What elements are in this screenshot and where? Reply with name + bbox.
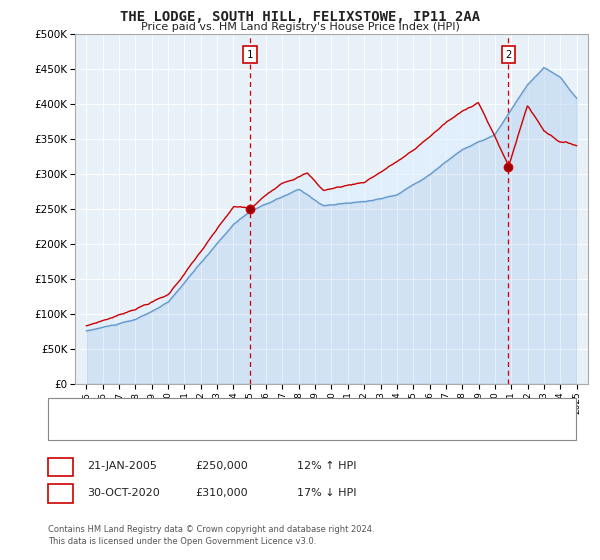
Text: 30-OCT-2020: 30-OCT-2020 xyxy=(87,488,160,498)
Text: £250,000: £250,000 xyxy=(195,461,248,472)
Text: £310,000: £310,000 xyxy=(195,488,248,498)
Text: Price paid vs. HM Land Registry's House Price Index (HPI): Price paid vs. HM Land Registry's House … xyxy=(140,22,460,32)
Text: 2: 2 xyxy=(505,50,511,59)
Text: 21-JAN-2005: 21-JAN-2005 xyxy=(87,461,157,472)
Text: THE LODGE, SOUTH HILL, FELIXSTOWE, IP11 2AA (detached house): THE LODGE, SOUTH HILL, FELIXSTOWE, IP11 … xyxy=(81,404,410,414)
Text: Contains HM Land Registry data © Crown copyright and database right 2024.
This d: Contains HM Land Registry data © Crown c… xyxy=(48,525,374,546)
Text: 1: 1 xyxy=(57,460,64,473)
Text: —: — xyxy=(63,421,78,435)
Text: 12% ↑ HPI: 12% ↑ HPI xyxy=(297,461,356,472)
Text: 2: 2 xyxy=(57,487,64,500)
Text: THE LODGE, SOUTH HILL, FELIXSTOWE, IP11 2AA: THE LODGE, SOUTH HILL, FELIXSTOWE, IP11 … xyxy=(120,10,480,24)
Text: —: — xyxy=(63,402,79,417)
Text: 1: 1 xyxy=(247,50,253,59)
Text: 17% ↓ HPI: 17% ↓ HPI xyxy=(297,488,356,498)
Text: HPI: Average price, detached house, East Suffolk: HPI: Average price, detached house, East… xyxy=(81,423,320,433)
